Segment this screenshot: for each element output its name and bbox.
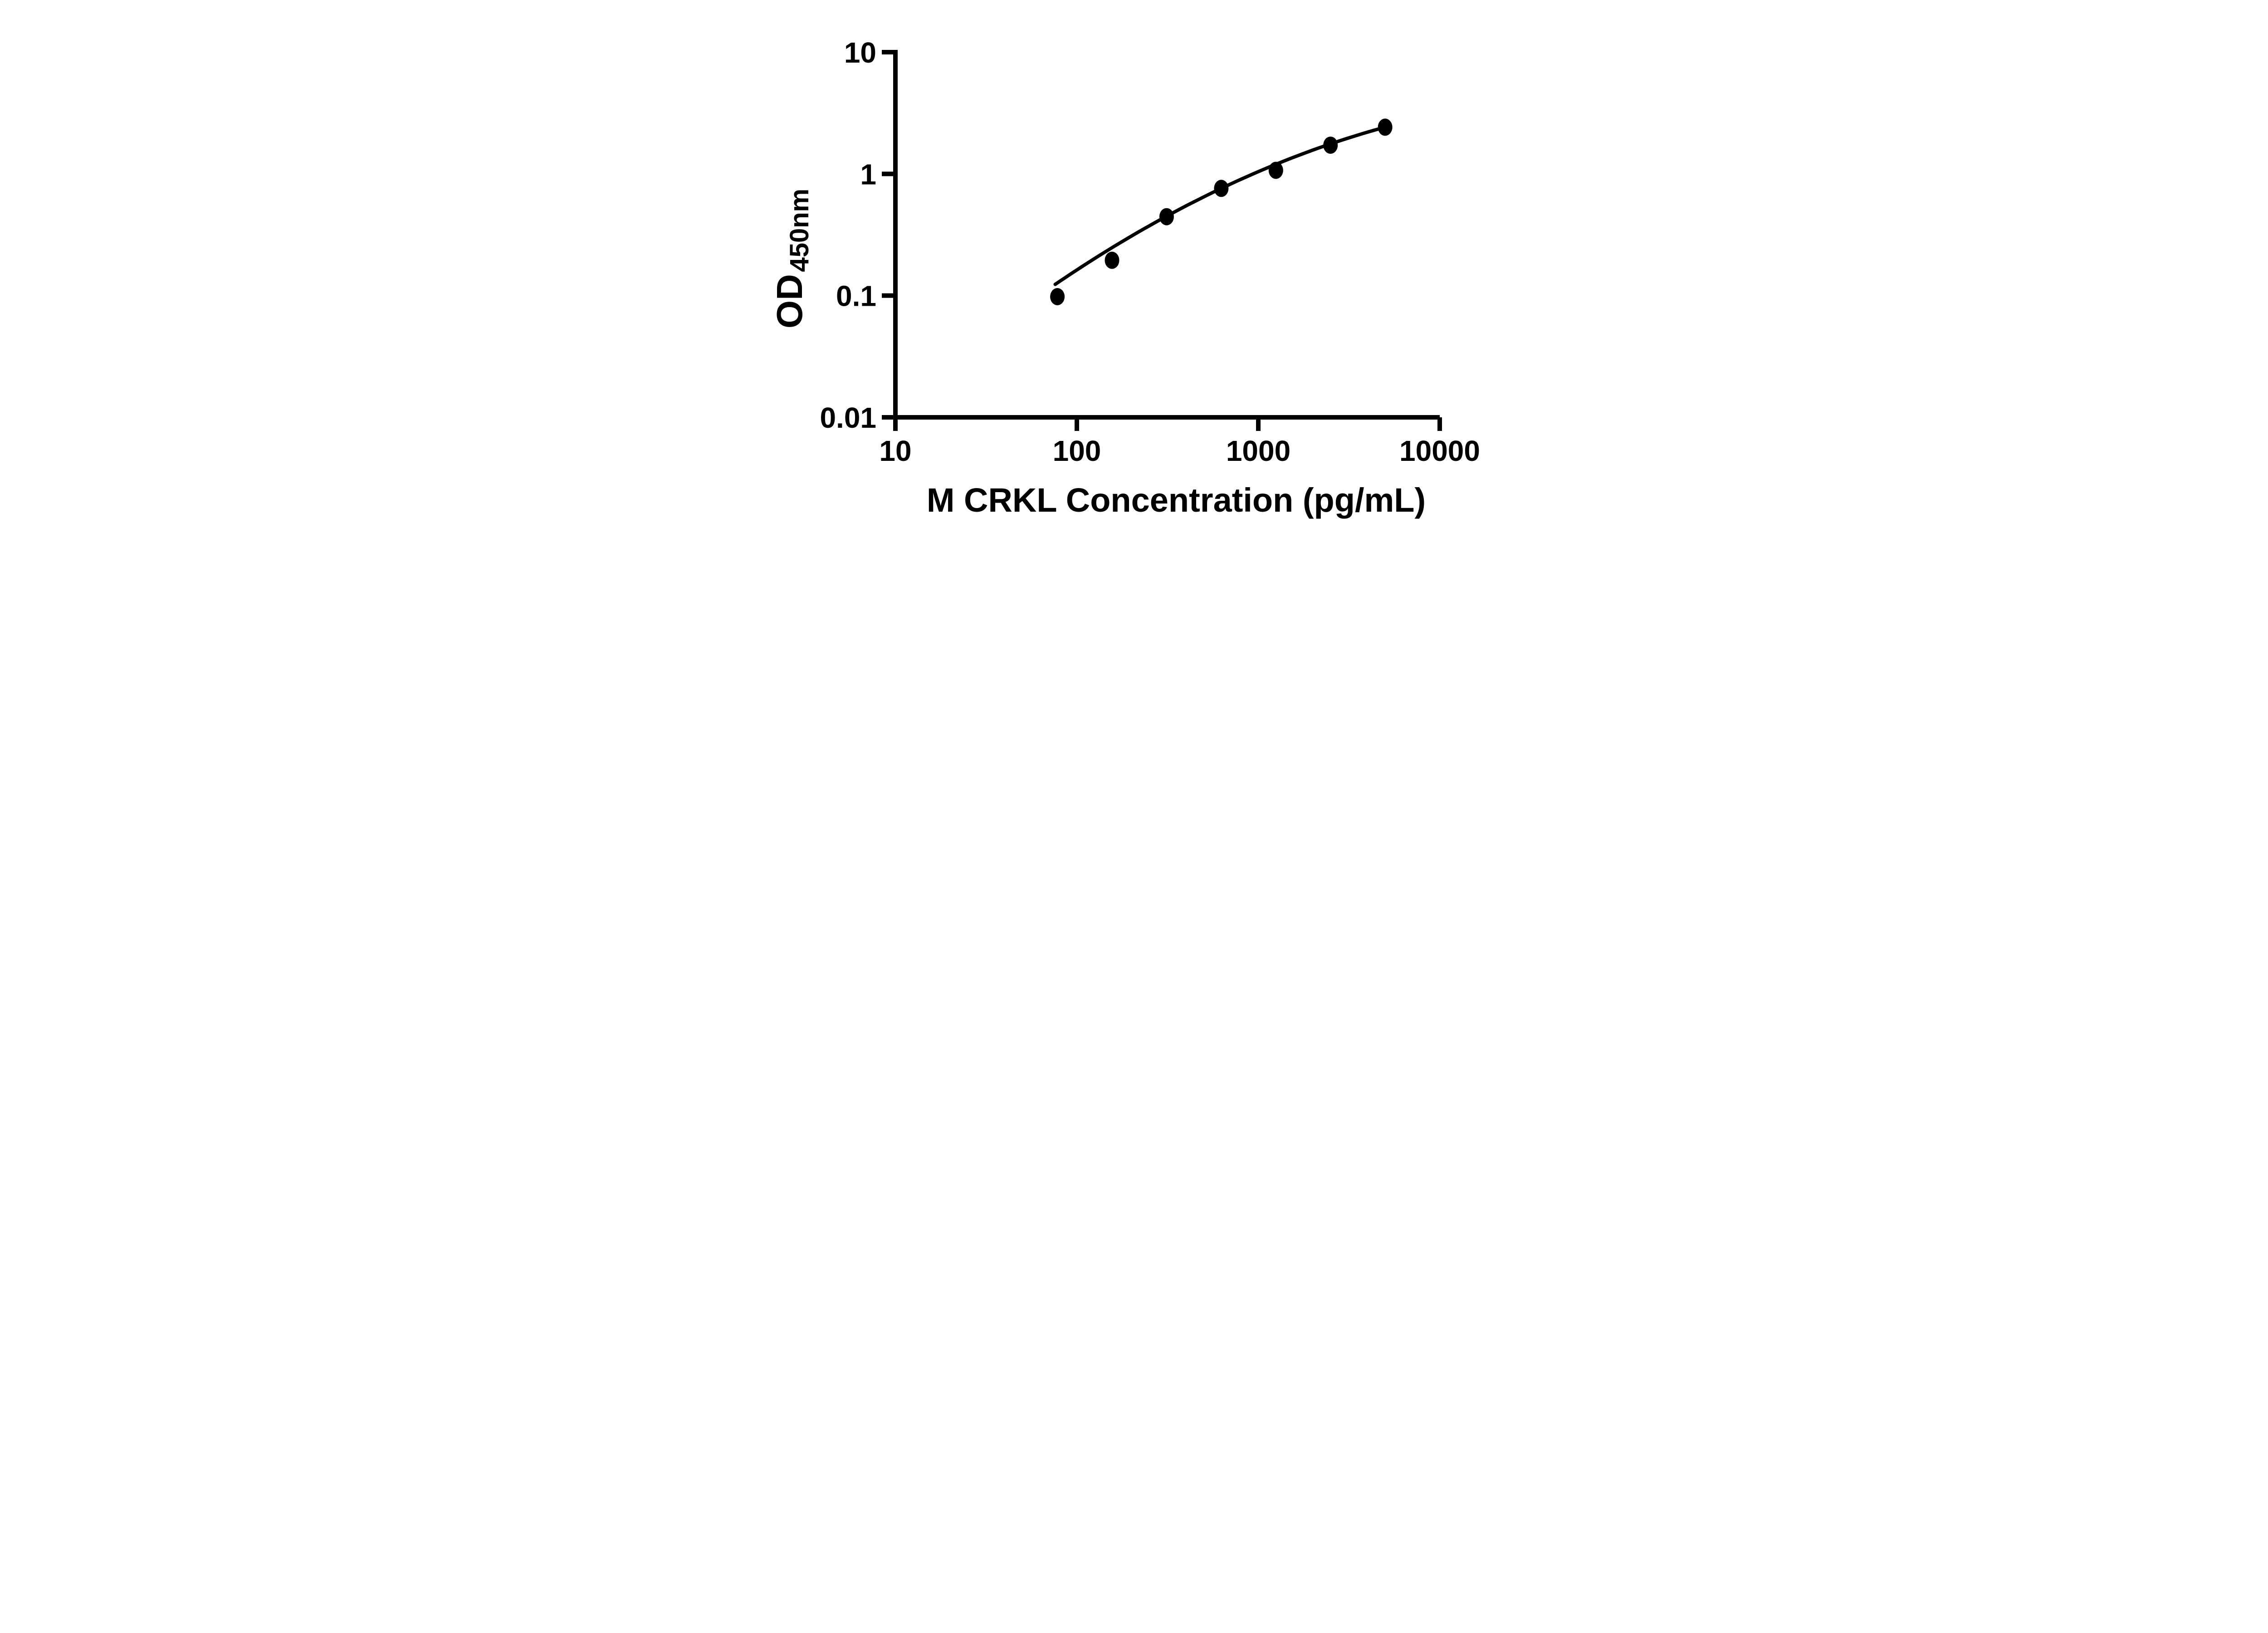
data-point-625 xyxy=(1214,180,1229,197)
data-point-156.25 xyxy=(1105,251,1119,269)
y-tick-label-10: 10 xyxy=(844,36,876,69)
data-point-5000 xyxy=(1378,118,1393,136)
elisa-standard-curve-figure: 10 100 1000 10000 10 1 0.1 0.01 M CRKL Concentr… xyxy=(745,0,1523,544)
x-tick-label-1000: 1000 xyxy=(1226,435,1290,467)
data-point-1250 xyxy=(1268,161,1283,179)
y-axis-title: OD 450nm xyxy=(769,189,814,328)
x-tick-label-100: 100 xyxy=(1053,435,1101,467)
y-tick-label-0.01: 0.01 xyxy=(820,401,876,434)
y-axis-title-sub: 450nm xyxy=(785,189,814,272)
chart-canvas: 10 100 1000 10000 10 1 0.1 0.01 M CRKL Concentr… xyxy=(769,36,1480,519)
data-point-2500 xyxy=(1323,137,1338,154)
y-axis-title-main: OD xyxy=(769,274,810,328)
page: 10 100 1000 10000 10 1 0.1 0.01 M CRKL Concentr… xyxy=(745,0,1523,544)
data-point-78.125 xyxy=(1050,288,1065,305)
data-point-312.5 xyxy=(1159,208,1174,225)
y-tick-label-0.1: 0.1 xyxy=(836,280,876,313)
x-tick-label-10: 10 xyxy=(879,435,911,467)
x-axis-title: M CRKL Concentration (pg/mL) xyxy=(927,481,1426,519)
x-tick-label-10000: 10000 xyxy=(1399,435,1480,467)
y-tick-label-1: 1 xyxy=(860,158,876,191)
plot-area: 10 100 1000 10000 10 1 0.1 0.01 xyxy=(820,36,1480,467)
